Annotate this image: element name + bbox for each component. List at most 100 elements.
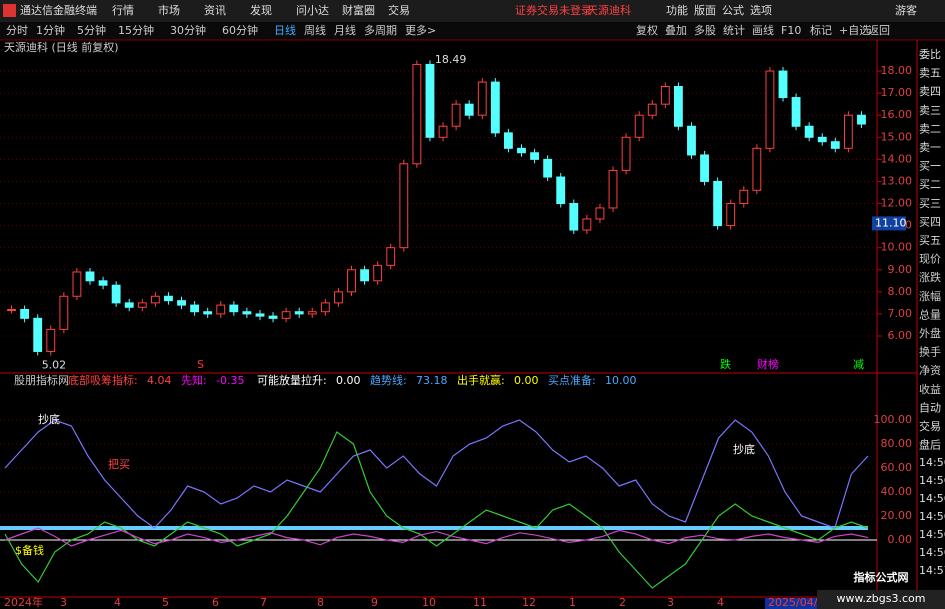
tool-button[interactable]: +自选 xyxy=(839,24,870,37)
menu-item[interactable]: 发现 xyxy=(250,3,272,17)
tool-button[interactable]: 叠加 xyxy=(665,24,687,37)
y-tick-label: 9.00 xyxy=(888,263,913,276)
menu-item[interactable]: 财富圈 xyxy=(342,3,375,17)
tool-button[interactable]: F10 xyxy=(781,24,801,37)
candle xyxy=(857,114,866,125)
indicator-line xyxy=(4,527,869,547)
candle xyxy=(307,311,317,315)
candle xyxy=(229,304,239,313)
candle xyxy=(294,311,304,315)
x-tick-label: 2 xyxy=(619,596,626,609)
candle xyxy=(778,70,788,99)
trade-time: 14:56 xyxy=(919,510,945,523)
y-tick-label: 17.00 xyxy=(881,86,913,99)
y-tick-label: 80.00 xyxy=(881,437,913,450)
candle xyxy=(268,315,278,319)
menu-item[interactable]: 交易 xyxy=(388,3,410,17)
period-button[interactable]: 分时 xyxy=(6,24,28,37)
y-tick-label: 15.00 xyxy=(881,130,913,143)
side-label: 买二 xyxy=(919,178,941,191)
menu-item[interactable]: 行情 xyxy=(112,4,134,17)
menu-item[interactable]: 版面 xyxy=(694,3,716,17)
annotation: $备钱 xyxy=(15,543,44,557)
candle xyxy=(726,203,736,227)
tool-button[interactable]: 复权 xyxy=(636,23,658,37)
chart-title: 天源迪科 (日线 前复权) xyxy=(4,40,119,54)
tool-button[interactable]: 画线 xyxy=(752,23,774,37)
period-button[interactable]: 1分钟 xyxy=(36,23,65,37)
period-button[interactable]: 5分钟 xyxy=(77,23,106,37)
candle xyxy=(320,302,330,313)
candle xyxy=(765,70,775,149)
trade-time: 14:56 xyxy=(919,492,945,505)
side-label: 卖五 xyxy=(919,67,941,80)
period-button[interactable]: 30分钟 xyxy=(170,23,206,37)
menu-item[interactable]: 市场 xyxy=(158,3,180,17)
x-tick-label: 3 xyxy=(667,596,674,609)
period-button[interactable]: 15分钟 xyxy=(118,23,154,37)
candle xyxy=(687,125,696,156)
candle xyxy=(255,313,265,317)
x-tick-label: 6 xyxy=(212,596,219,609)
candle xyxy=(190,304,200,313)
trade-time: 14:56 xyxy=(919,456,945,469)
tool-button[interactable]: 标记 xyxy=(810,23,832,37)
tool-button[interactable]: 统计 xyxy=(723,24,745,37)
y-tick-label: 14.00 xyxy=(881,152,913,165)
menu-item[interactable]: 资讯 xyxy=(204,4,226,17)
chart-marker: 财榜 xyxy=(757,357,779,371)
y-tick-label: 6.00 xyxy=(888,329,913,342)
user[interactable]: 游客 xyxy=(895,3,917,17)
side-label: 自动 xyxy=(919,401,941,414)
x-tick-label: 2024年 xyxy=(4,595,43,609)
candle xyxy=(59,295,69,330)
period-button[interactable]: 日线 xyxy=(274,23,296,37)
period-button[interactable]: 多周期 xyxy=(364,23,397,37)
menu-item[interactable]: 问小达 xyxy=(296,4,329,17)
candle xyxy=(451,103,461,127)
menu-item[interactable]: 选项 xyxy=(750,4,772,17)
side-label: 收益 xyxy=(919,382,941,396)
tool-button[interactable]: 多股 xyxy=(694,23,716,37)
candle xyxy=(556,176,566,205)
watermark: www.zbgs3.com xyxy=(837,592,926,605)
side-label: 净资 xyxy=(919,363,941,377)
menu-item[interactable]: 功能 xyxy=(666,3,688,17)
indicator-label: 出手就赢: xyxy=(457,373,505,387)
indicator-name: 股朋指标网 xyxy=(14,373,69,387)
x-tick-label: 10 xyxy=(422,596,436,609)
candle xyxy=(569,203,579,231)
x-tick-label: 4 xyxy=(114,596,121,609)
logo xyxy=(3,4,16,17)
chart-marker: 减 xyxy=(853,358,864,371)
candle xyxy=(124,302,134,308)
period-button[interactable]: 月线 xyxy=(334,23,356,37)
watermark: 指标公式网 xyxy=(854,570,909,584)
menu-item[interactable]: 公式 xyxy=(722,4,744,17)
candle xyxy=(673,86,683,127)
candle xyxy=(791,97,801,127)
indicator-value: -0.35 xyxy=(216,374,244,387)
x-tick-label: 1 xyxy=(569,596,576,609)
tool-button[interactable]: 返回 xyxy=(868,24,890,37)
side-label: 涨幅 xyxy=(919,290,941,303)
y-tick-label: 12.00 xyxy=(881,197,913,210)
y-tick-label: 100.00 xyxy=(874,413,913,426)
side-label: 换手 xyxy=(919,345,941,359)
indicator-value: 73.18 xyxy=(416,374,448,387)
side-label: 买三 xyxy=(919,197,941,210)
indicator-label: 底部吸筹指标: xyxy=(68,373,138,387)
side-label: 涨跌 xyxy=(919,270,941,284)
candle xyxy=(72,271,82,297)
last-price: 11.10 xyxy=(875,216,907,229)
candle xyxy=(713,180,723,227)
status-text: 天源迪科 xyxy=(587,3,631,17)
candle xyxy=(98,280,108,286)
indicator-value: 0.00 xyxy=(514,374,539,387)
candle xyxy=(164,295,173,302)
period-button[interactable]: 更多> xyxy=(405,23,436,37)
period-button[interactable]: 60分钟 xyxy=(222,23,258,37)
period-button[interactable]: 周线 xyxy=(304,23,326,37)
candle xyxy=(399,163,409,249)
